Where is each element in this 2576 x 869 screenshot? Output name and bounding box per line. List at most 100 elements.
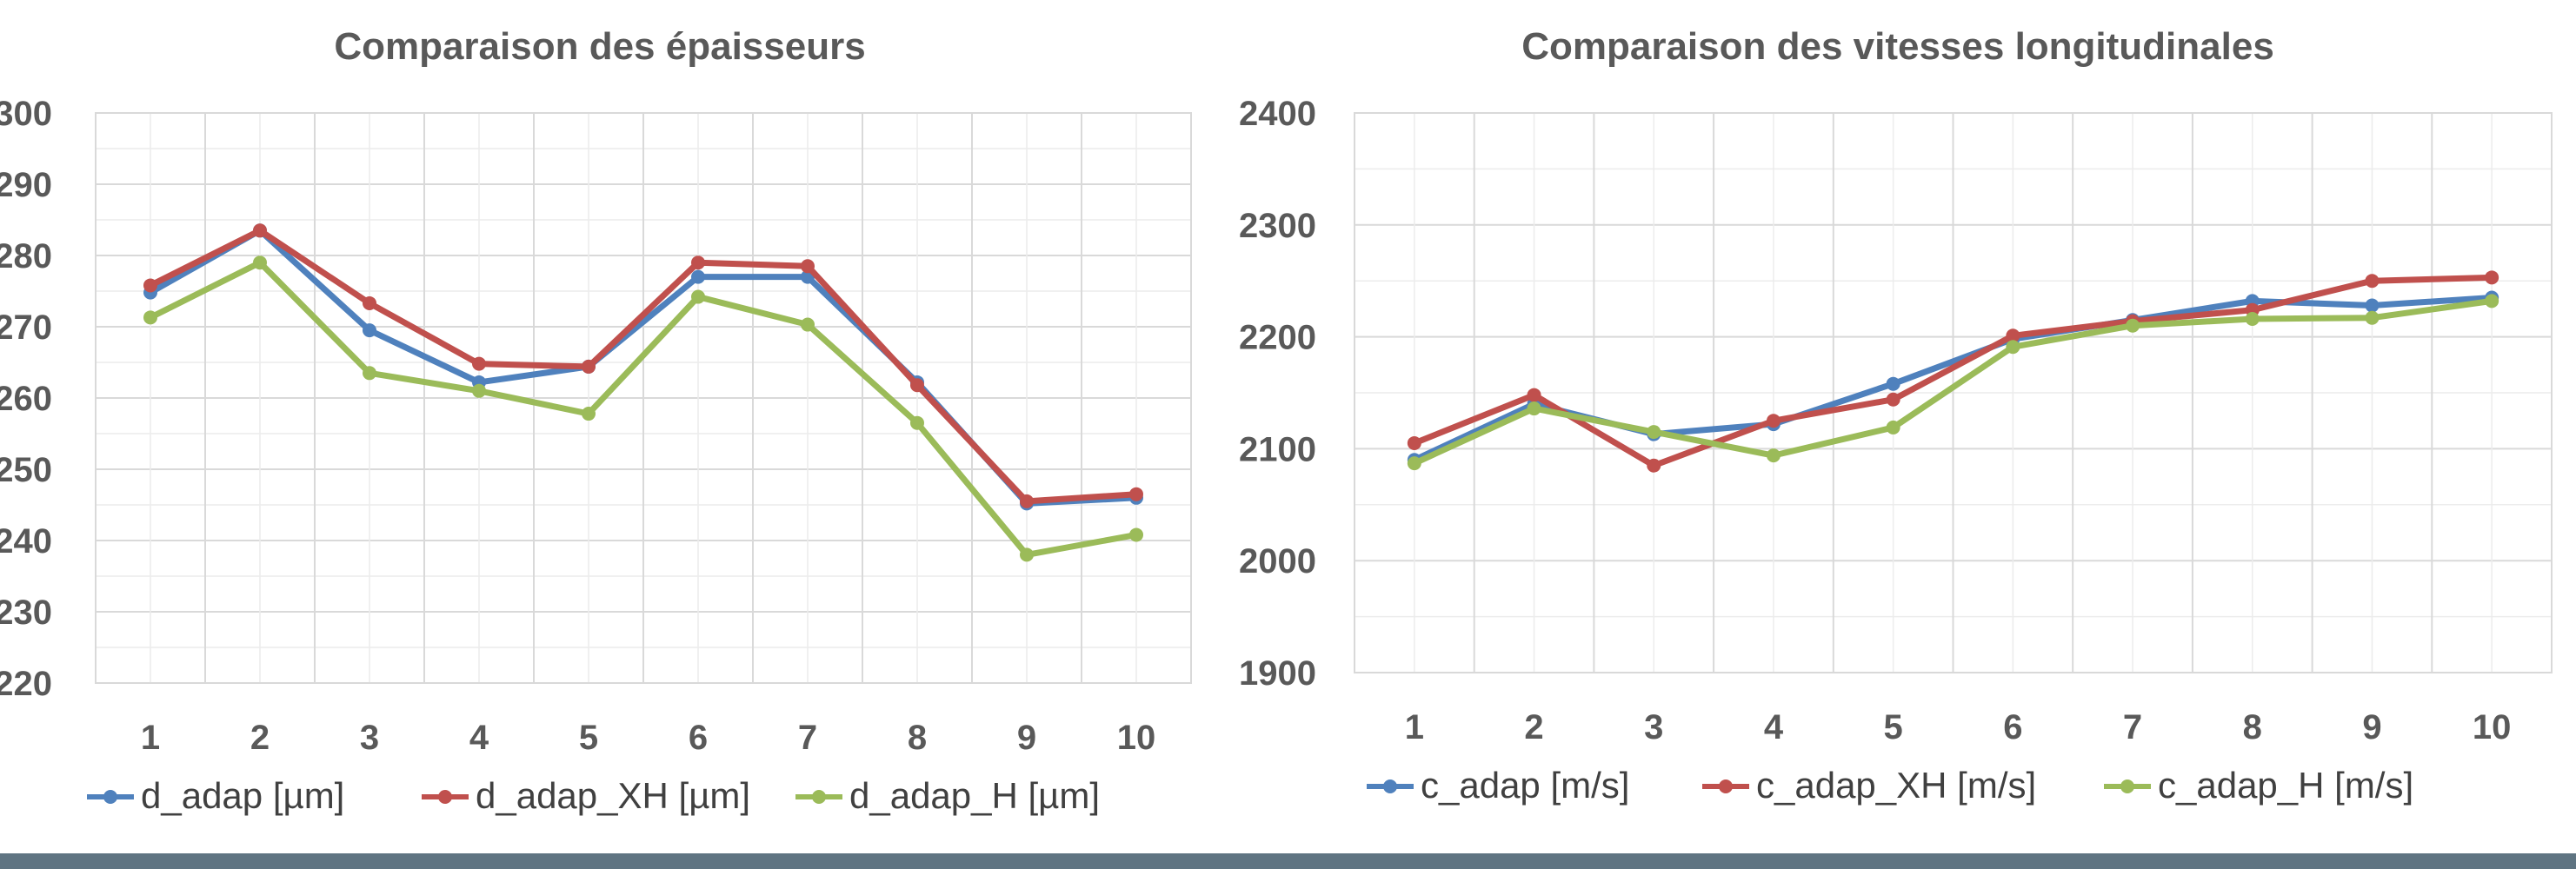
- data-point: [253, 223, 267, 238]
- y-tick-label: 280: [0, 237, 52, 275]
- data-point: [2006, 328, 2020, 343]
- data-point: [2365, 298, 2380, 313]
- legend-marker-icon: [1719, 779, 1733, 793]
- thickness-chart: Comparaison des épaisseurs22023024025026…: [0, 25, 1192, 816]
- y-tick-label: 2200: [1239, 319, 1316, 357]
- y-tick-label: 270: [0, 308, 52, 347]
- y-tick-label: 220: [0, 665, 52, 703]
- x-tick-label: 1: [1405, 708, 1424, 746]
- chart-title: Comparaison des épaisseurs: [334, 25, 865, 68]
- y-tick-label: 300: [0, 95, 52, 133]
- plot-area: [1354, 112, 2553, 673]
- data-point: [1886, 392, 1900, 407]
- data-point: [2485, 294, 2499, 308]
- data-point: [363, 366, 376, 381]
- x-tick-label: 2: [1524, 708, 1543, 746]
- data-point: [1020, 494, 1034, 508]
- data-point: [363, 295, 376, 310]
- x-tick-label: 10: [1117, 719, 1156, 757]
- x-tick-label: 7: [798, 719, 817, 757]
- y-tick-label: 230: [0, 594, 52, 632]
- data-point: [143, 278, 157, 293]
- data-point: [472, 356, 486, 371]
- y-tick-label: 260: [0, 380, 52, 418]
- data-point: [1527, 401, 1541, 416]
- data-point: [582, 407, 596, 421]
- data-point: [1647, 458, 1661, 473]
- data-point: [1527, 388, 1541, 402]
- legend-label: d_adap [µm]: [141, 775, 344, 816]
- legend-marker-icon: [1383, 779, 1397, 793]
- legend-marker-icon: [438, 790, 452, 804]
- legend-item: d_adap_XH [µm]: [422, 775, 750, 816]
- legend-item: d_adap_H [µm]: [795, 775, 1100, 816]
- x-tick-label: 10: [2473, 708, 2512, 746]
- legend-label: c_adap_XH [m/s]: [1756, 765, 2036, 806]
- y-tick-label: 2400: [1239, 95, 1316, 133]
- series-line: [1411, 297, 2495, 467]
- data-point: [2365, 274, 2380, 289]
- series-1: [143, 223, 1143, 508]
- x-tick-label: 5: [579, 719, 598, 757]
- data-point: [1020, 547, 1034, 562]
- x-tick-label: 5: [1884, 708, 1903, 746]
- x-tick-label: 9: [1017, 719, 1036, 757]
- y-tick-label: 2000: [1239, 542, 1316, 580]
- series-2: [143, 255, 1143, 562]
- data-point: [691, 255, 705, 270]
- data-point: [1766, 414, 1781, 428]
- series-2: [1407, 294, 2499, 471]
- series-line: [147, 227, 1140, 505]
- data-point: [1129, 527, 1143, 542]
- data-point: [691, 289, 705, 304]
- data-point: [2126, 318, 2140, 333]
- data-point: [801, 317, 815, 332]
- y-tick-label: 290: [0, 166, 52, 204]
- data-point: [1407, 456, 1421, 471]
- chart-title: Comparaison des vitesses longitudinales: [1521, 25, 2274, 68]
- x-tick-label: 3: [360, 719, 379, 757]
- data-point: [691, 269, 705, 284]
- velocity-chart: Comparaison des vitesses longitudinales 1…: [1239, 25, 2553, 806]
- data-point: [253, 255, 267, 270]
- x-tick-label: 6: [2003, 708, 2022, 746]
- legend-marker-icon: [103, 790, 117, 804]
- data-point: [1886, 376, 1900, 391]
- data-point: [2245, 311, 2260, 326]
- data-point: [363, 323, 376, 338]
- legend-item: d_adap [µm]: [87, 775, 344, 816]
- x-tick-label: 7: [2123, 708, 2142, 746]
- data-point: [2365, 310, 2380, 325]
- x-tick-label: 4: [1764, 708, 1784, 746]
- x-tick-label: 6: [689, 719, 708, 757]
- plot-area: [95, 112, 1192, 684]
- legend-marker-icon: [2120, 779, 2134, 793]
- x-tick-label: 8: [908, 719, 927, 757]
- legend-item: c_adap [m/s]: [1367, 765, 1629, 806]
- x-tick-label: 3: [1644, 708, 1663, 746]
- x-tick-label: 8: [2243, 708, 2262, 746]
- x-tick-label: 1: [141, 719, 160, 757]
- data-point: [472, 383, 486, 398]
- data-point: [2006, 340, 2020, 355]
- gridlines: [1354, 112, 2553, 673]
- data-point: [1886, 420, 1900, 434]
- x-tick-label: 2: [250, 719, 270, 757]
- x-tick-label: 4: [469, 719, 489, 757]
- y-tick-label: 2300: [1239, 207, 1316, 245]
- y-tick-label: 250: [0, 451, 52, 489]
- data-point: [582, 359, 596, 374]
- data-point: [1407, 435, 1421, 450]
- series-line: [1411, 274, 2495, 469]
- gridlines: [95, 112, 1192, 684]
- data-point: [801, 259, 815, 274]
- y-tick-label: 2100: [1239, 430, 1316, 468]
- legend-item: c_adap_H [m/s]: [2104, 765, 2413, 806]
- legend-item: c_adap_XH [m/s]: [1702, 765, 2036, 806]
- legend: c_adap [m/s] c_adap_XH [m/s] c_adap_H [m/s…: [1367, 765, 2413, 806]
- x-tick-label: 9: [2362, 708, 2381, 746]
- data-point: [1647, 425, 1661, 440]
- legend-label: c_adap [m/s]: [1421, 765, 1629, 806]
- footer-bar: [0, 853, 2576, 869]
- legend-label: c_adap_H [m/s]: [2158, 765, 2413, 806]
